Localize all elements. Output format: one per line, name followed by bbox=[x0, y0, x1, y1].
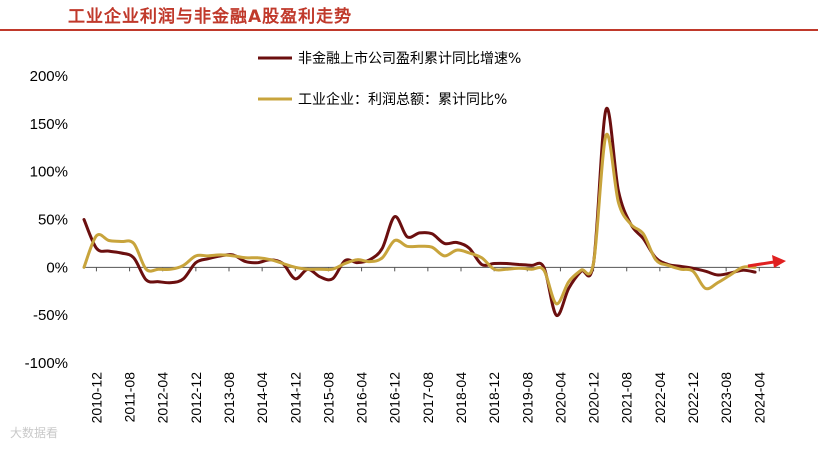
x-tick-label: 2012-12 bbox=[188, 372, 204, 424]
x-tick-label: 2017-08 bbox=[420, 372, 436, 424]
trend-arrow-icon bbox=[747, 255, 786, 268]
series-line-2 bbox=[82, 132, 757, 306]
y-tick-label: 0% bbox=[46, 259, 68, 276]
y-tick-label: 200% bbox=[30, 68, 68, 85]
page-title: 工业企业利润与非金融A股盈利走势 bbox=[68, 7, 353, 27]
y-tick-label: 100% bbox=[30, 164, 68, 181]
y-tick-label: -100% bbox=[25, 355, 68, 372]
y-tick-label: -50% bbox=[33, 307, 68, 324]
x-tick-label: 2018-04 bbox=[453, 372, 469, 424]
x-tick-label: 2012-04 bbox=[155, 372, 171, 424]
x-tick-label: 2011-08 bbox=[122, 372, 138, 423]
x-tick-label: 2022-12 bbox=[685, 372, 701, 424]
y-tick-label: 150% bbox=[30, 116, 68, 133]
x-tick-label: 2016-04 bbox=[354, 372, 370, 424]
x-axis: 2010-12 2011-08 2012-04 2012-12 2013-08 2014-… bbox=[84, 266, 780, 424]
x-tick-label: 2018-12 bbox=[486, 372, 502, 424]
series-line-1 bbox=[82, 106, 757, 317]
y-axis-ticks: -100% -50% 0% 50% 100% 150% 200% bbox=[25, 68, 68, 372]
x-tick-label: 2013-08 bbox=[221, 372, 237, 424]
series-lines bbox=[82, 106, 757, 317]
x-tick-label: 2021-08 bbox=[619, 372, 635, 424]
legend: 非金融上市公司盈利累计同比增速% 工业企业：利润总额：累计同比% bbox=[258, 50, 521, 108]
x-tick-label: 2020-12 bbox=[586, 372, 602, 424]
x-tick-label: 2014-04 bbox=[254, 372, 270, 424]
arrow-shaft bbox=[747, 260, 775, 268]
x-tick-label: 2023-08 bbox=[718, 372, 734, 424]
watermark: 大数据看 bbox=[10, 426, 59, 440]
legend-label-1: 非金融上市公司盈利累计同比增速% bbox=[298, 50, 521, 67]
x-tick-label: 2024-04 bbox=[751, 372, 767, 424]
x-tick-label: 2015-08 bbox=[320, 372, 336, 424]
x-tick-label: 2016-12 bbox=[387, 372, 403, 424]
legend-label-2: 工业企业：利润总额：累计同比% bbox=[298, 91, 507, 108]
x-tick-label: 2022-04 bbox=[652, 372, 668, 424]
x-tick-label: 2010-12 bbox=[88, 372, 104, 424]
x-tick-label: 2014-12 bbox=[287, 372, 303, 424]
title-divider bbox=[0, 29, 818, 31]
y-tick-label: 50% bbox=[38, 212, 68, 229]
x-tick-label: 2019-08 bbox=[519, 372, 535, 424]
arrow-head bbox=[772, 255, 786, 268]
x-tick-label: 2020-04 bbox=[552, 372, 568, 424]
